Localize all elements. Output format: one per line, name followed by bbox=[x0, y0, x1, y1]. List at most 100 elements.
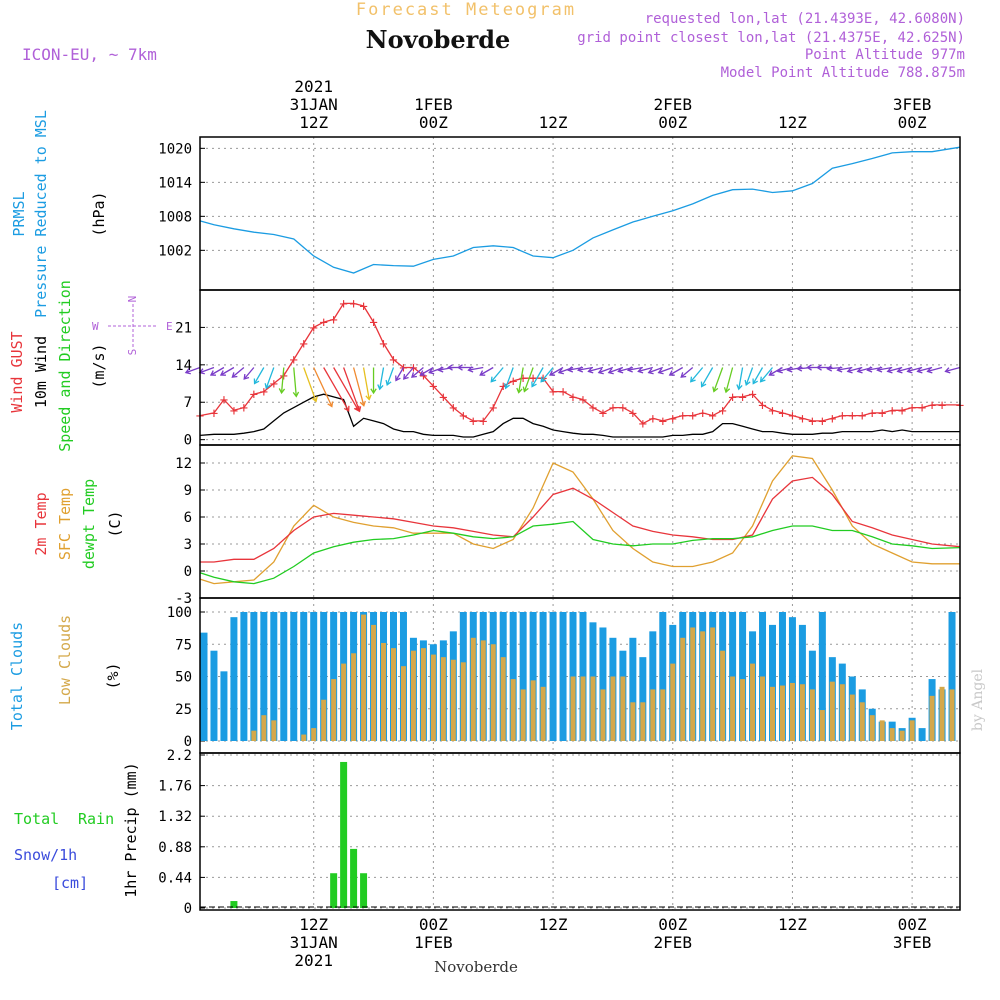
gust-marker: + bbox=[309, 320, 317, 336]
y-tick-label: 1.32 bbox=[158, 809, 192, 825]
bottom-time-label: 12Z bbox=[539, 915, 568, 934]
wind-arrow bbox=[927, 366, 943, 373]
snow-unit-label: [cm] bbox=[52, 874, 88, 892]
wind-arrow bbox=[395, 367, 405, 381]
bottom-time-label: 2021 bbox=[294, 951, 333, 970]
gust-marker: + bbox=[509, 374, 517, 390]
y-tick-label: 0.88 bbox=[158, 840, 192, 856]
grid-point-coords: grid point closest lon,lat (21.4375E, 42… bbox=[577, 30, 965, 46]
gust-marker: + bbox=[659, 414, 667, 430]
total-cloud-bar bbox=[778, 612, 786, 741]
panel-border bbox=[199, 444, 961, 599]
wind-arrow bbox=[293, 367, 297, 397]
wind-arrow-head bbox=[419, 370, 426, 376]
wind-arrow-head bbox=[617, 367, 624, 374]
y-tick-label: 0 bbox=[184, 564, 192, 580]
wind-arrow bbox=[243, 367, 255, 380]
wind-arrow bbox=[787, 366, 803, 371]
y-tick-label: 7 bbox=[184, 395, 192, 411]
low-cloud-bar bbox=[899, 730, 905, 741]
low-clouds-label: Low Clouds bbox=[56, 615, 74, 705]
bottom-time-label: 12Z bbox=[778, 915, 807, 934]
total-cloud-bar bbox=[260, 612, 268, 741]
low-cloud-bar bbox=[500, 657, 506, 741]
gust-marker: + bbox=[908, 401, 916, 417]
rain-bar bbox=[330, 873, 338, 908]
pressure-msl-label: Pressure Reduced to MSL bbox=[32, 110, 50, 318]
total-cloud-bar bbox=[539, 612, 547, 741]
low-cloud-bar bbox=[301, 734, 307, 741]
total-cloud-bar bbox=[549, 612, 557, 741]
wind-arrow bbox=[231, 367, 245, 378]
wind-arrow-head bbox=[343, 405, 350, 412]
wind-arrow-head bbox=[503, 383, 511, 390]
gust-marker: + bbox=[359, 299, 367, 315]
low-cloud-bar bbox=[480, 640, 486, 741]
low-cloud-bar bbox=[600, 689, 606, 741]
watermark: by Angel bbox=[970, 668, 986, 731]
wind-arrow bbox=[505, 367, 514, 389]
low-cloud-bar bbox=[321, 699, 327, 741]
y-tick-label: 12 bbox=[175, 456, 192, 472]
panel3-labels: 2m Temp SFC Temp dewpt Temp (C) bbox=[32, 479, 124, 569]
low-cloud-bar bbox=[909, 720, 915, 741]
low-cloud-bar bbox=[949, 689, 955, 741]
wind-arrow-head bbox=[768, 370, 775, 376]
top-time-label: 00Z bbox=[658, 113, 687, 132]
wind-arrow-head bbox=[712, 386, 719, 393]
panel-border bbox=[199, 136, 961, 291]
bottom-time-label: 2FEB bbox=[653, 933, 692, 952]
low-cloud-bar bbox=[410, 650, 416, 741]
gust-marker: + bbox=[439, 390, 447, 406]
gust-marker: + bbox=[499, 379, 507, 395]
bottom-time-label: 3FEB bbox=[893, 933, 932, 952]
y-tick-label: 25 bbox=[175, 702, 192, 718]
rain-bar bbox=[340, 761, 348, 908]
compass-south: S bbox=[126, 349, 139, 356]
gust-marker: + bbox=[698, 406, 706, 422]
compass-north: N bbox=[126, 296, 139, 303]
wind-arrow-head bbox=[876, 366, 883, 373]
low-cloud-bar bbox=[400, 666, 406, 741]
total-cloud-bar bbox=[320, 612, 328, 741]
low-cloud-bar bbox=[839, 684, 845, 741]
gust-marker: + bbox=[389, 352, 397, 368]
sfc-temp-line bbox=[199, 455, 960, 585]
wind-arrow bbox=[627, 366, 643, 371]
low-cloud-bar bbox=[640, 702, 646, 741]
wind-arrow-head bbox=[467, 366, 474, 373]
wind-arrow bbox=[680, 367, 694, 378]
gust-marker: + bbox=[479, 414, 487, 430]
pressure-unit-label: (hPa) bbox=[90, 191, 108, 236]
wind-arrow-head bbox=[184, 368, 191, 375]
wind-arrow bbox=[323, 367, 350, 412]
wind-arrow bbox=[210, 366, 225, 376]
total-cloud-bar bbox=[739, 612, 747, 741]
wind-arrow bbox=[725, 367, 734, 393]
low-cloud-bar bbox=[760, 676, 766, 741]
total-clouds-label: Total Clouds bbox=[8, 622, 26, 730]
low-cloud-bar bbox=[520, 689, 526, 741]
wind-arrow-head bbox=[786, 366, 793, 373]
gust-marker: + bbox=[569, 390, 577, 406]
gust-marker: + bbox=[619, 401, 627, 417]
gust-marker: + bbox=[868, 406, 876, 422]
wind-arrow-head bbox=[856, 367, 863, 374]
wind-arrow-head bbox=[836, 366, 843, 373]
y-tick-label: 50 bbox=[175, 670, 192, 686]
gust-marker: + bbox=[778, 406, 786, 422]
wind-arrow bbox=[411, 367, 424, 378]
total-label: Total bbox=[14, 810, 59, 828]
y-tick-label: 1014 bbox=[158, 175, 192, 191]
gust-marker: + bbox=[768, 403, 776, 419]
wind-arrow-head bbox=[447, 364, 453, 371]
wind-arrow-head bbox=[231, 372, 238, 378]
total-cloud-bar bbox=[629, 637, 637, 741]
wind-arrow-head bbox=[292, 391, 300, 398]
low-cloud-bar bbox=[710, 627, 716, 741]
wind-arrow bbox=[420, 366, 434, 376]
total-cloud-bar bbox=[639, 657, 647, 741]
gust-marker: + bbox=[898, 403, 906, 419]
gust-marker: + bbox=[928, 398, 936, 414]
